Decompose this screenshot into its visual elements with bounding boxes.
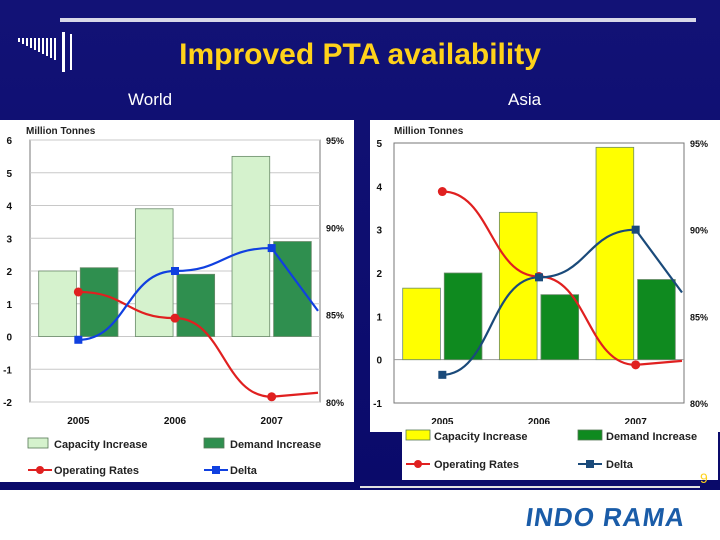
asia-chart: Million Tonnes 5 4 3 2 1 0 -1 95% 90% 85% 80% 2005 20… <box>373 126 708 428</box>
y2-tick-label: 95% <box>326 136 344 146</box>
bar-capacity-increase-2007 <box>595 146 635 361</box>
legend-marker-operating-rates <box>36 466 44 474</box>
marker-operating-rates-2007 <box>267 392 277 402</box>
x-tick-label: 2006 <box>164 416 187 427</box>
marker-operating-rates-2005 <box>437 187 447 197</box>
legend-marker-delta <box>586 460 594 468</box>
legend-label-delta: Delta <box>230 465 258 477</box>
world-legend-panel: Capacity Increase Demand Increase Operatin… <box>0 432 354 482</box>
bar-demand-increase-2006 <box>540 294 580 361</box>
legend-label-operating-rates: Operating Rates <box>54 465 139 477</box>
x-tick-label: 2007 <box>625 417 648 428</box>
line-operating-rates <box>78 290 319 398</box>
y-tick-label: 2 <box>6 267 12 278</box>
legend-marker-delta <box>212 466 220 474</box>
x-tick-label: 2005 <box>431 417 454 428</box>
marker-operating-rates-2005 <box>73 287 83 297</box>
asia-chart-panel: Million Tonnes 5 4 3 2 1 0 -1 95% 90% 85% 80% 2005 20… <box>370 120 720 432</box>
world-heading: World <box>128 90 173 109</box>
marker-delta-2006 <box>535 273 543 282</box>
marker-operating-rates-2006 <box>170 313 180 323</box>
y2-tick-label: 85% <box>690 312 708 322</box>
legend-label-demand-increase: Demand Increase <box>230 439 321 451</box>
marker-delta-2006 <box>171 267 179 275</box>
marker-delta-2005 <box>74 335 83 344</box>
y2-tick-label: 80% <box>690 399 708 409</box>
bar-capacity-increase-2005 <box>38 270 77 337</box>
legend-label-delta: Delta <box>606 459 634 471</box>
y-tick-label: 0 <box>376 356 382 367</box>
asia-legend-panel: Capacity Increase Demand Increase Operatin… <box>402 424 718 480</box>
x-tick-label: 2007 <box>261 416 284 427</box>
y-tick-label: -2 <box>3 398 12 409</box>
y2-tick-label: 85% <box>326 311 344 321</box>
bar-demand-increase-2006 <box>176 273 216 337</box>
y-tick-label: 3 <box>376 226 382 237</box>
y2-tick-label: 90% <box>690 226 708 236</box>
marker-delta-2005 <box>438 370 447 379</box>
legend-label-operating-rates: Operating Rates <box>434 459 519 471</box>
asia-heading: Asia <box>508 90 542 109</box>
world-chart: Million Tonnes 6 5 4 3 2 1 0 -1 -2 95% 90% 85% 80% 200… <box>3 126 344 427</box>
y-tick-label: -1 <box>3 365 12 376</box>
y-axis-title: Million Tonnes <box>394 126 464 137</box>
indo-rama-logo: INDO RAMA <box>523 502 688 532</box>
marker-delta-2007 <box>267 244 276 253</box>
legend-marker-operating-rates <box>414 460 422 468</box>
bar-demand-increase-2005 <box>443 272 483 361</box>
legend-label-capacity-increase: Capacity Increase <box>54 439 148 451</box>
bar-capacity-increase-2005 <box>402 287 441 361</box>
page-number: 9 <box>700 470 708 486</box>
slide-title: Improved PTA availability <box>179 38 541 71</box>
decorative-stripes-icon <box>18 32 72 72</box>
bar-demand-increase-2005 <box>79 267 119 337</box>
bar-demand-increase-2007 <box>273 241 312 337</box>
legend-swatch-demand-increase <box>203 437 225 449</box>
marker-delta-2007 <box>631 225 640 234</box>
x-tick-label: 2005 <box>67 416 90 427</box>
legend-swatch-capacity-increase <box>27 437 49 449</box>
y-tick-label: 1 <box>376 312 382 323</box>
legend-label-capacity-increase: Capacity Increase <box>434 431 528 443</box>
footer <box>0 490 720 540</box>
y-tick-label: -1 <box>373 399 382 410</box>
y-tick-label: 5 <box>6 169 12 180</box>
bar-demand-increase-2007 <box>637 279 676 361</box>
y2-tick-label: 90% <box>326 223 344 233</box>
y2-tick-label: 80% <box>326 398 344 408</box>
y-axis-title: Million Tonnes <box>26 126 96 137</box>
legend-swatch-capacity-increase <box>405 429 431 441</box>
y2-tick-label: 95% <box>690 139 708 149</box>
bar-capacity-increase-2007 <box>231 155 271 337</box>
y-tick-label: 6 <box>6 136 12 147</box>
y-tick-label: 1 <box>6 300 12 311</box>
marker-operating-rates-2007 <box>631 360 641 370</box>
y-tick-label: 0 <box>6 333 12 344</box>
top-rule <box>60 18 696 22</box>
legend-swatch-demand-increase <box>577 429 603 441</box>
y-tick-label: 3 <box>6 234 12 245</box>
x-tick-label: 2006 <box>528 417 551 428</box>
y-tick-label: 4 <box>6 202 12 213</box>
asia-legend: Capacity Increase Demand Increase Operatin… <box>405 429 697 471</box>
y-tick-label: 5 <box>376 139 382 150</box>
bottom-rule <box>360 486 700 488</box>
legend-label-demand-increase: Demand Increase <box>606 431 697 443</box>
y-tick-label: 4 <box>376 182 382 193</box>
world-chart-panel: Million Tonnes 6 5 4 3 2 1 0 -1 -2 95% 90% 85% 80% 200… <box>0 120 354 432</box>
y-tick-label: 2 <box>376 269 382 280</box>
world-legend: Capacity Increase Demand Increase Operatin… <box>27 437 321 477</box>
